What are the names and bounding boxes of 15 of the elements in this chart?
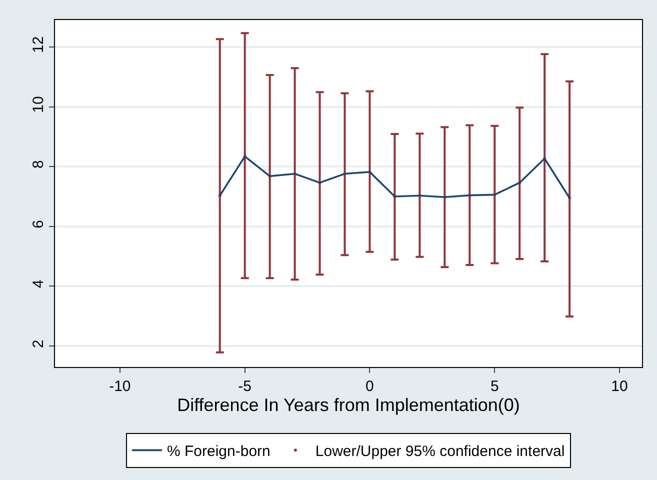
x-tick-label: 5 [490, 378, 499, 395]
legend-label: Lower/Upper 95% confidence interval [315, 443, 565, 460]
legend-label: % Foreign-born [167, 443, 270, 460]
y-tick-label: 10 [30, 96, 47, 113]
y-tick-label: 12 [30, 36, 47, 54]
y-tick-label: 4 [30, 280, 47, 288]
x-axis-title: Difference In Years from Implementation(0) [177, 395, 520, 415]
y-tick-label: 8 [30, 160, 47, 168]
y-tick-label: 6 [30, 220, 47, 228]
y-tick-label: 2 [30, 340, 47, 348]
x-tick-label: -5 [238, 378, 252, 395]
x-tick-label: 10 [611, 378, 628, 395]
x-tick-label: 0 [366, 378, 374, 395]
x-tick-label: -10 [109, 378, 131, 395]
line-series [218, 156, 570, 199]
